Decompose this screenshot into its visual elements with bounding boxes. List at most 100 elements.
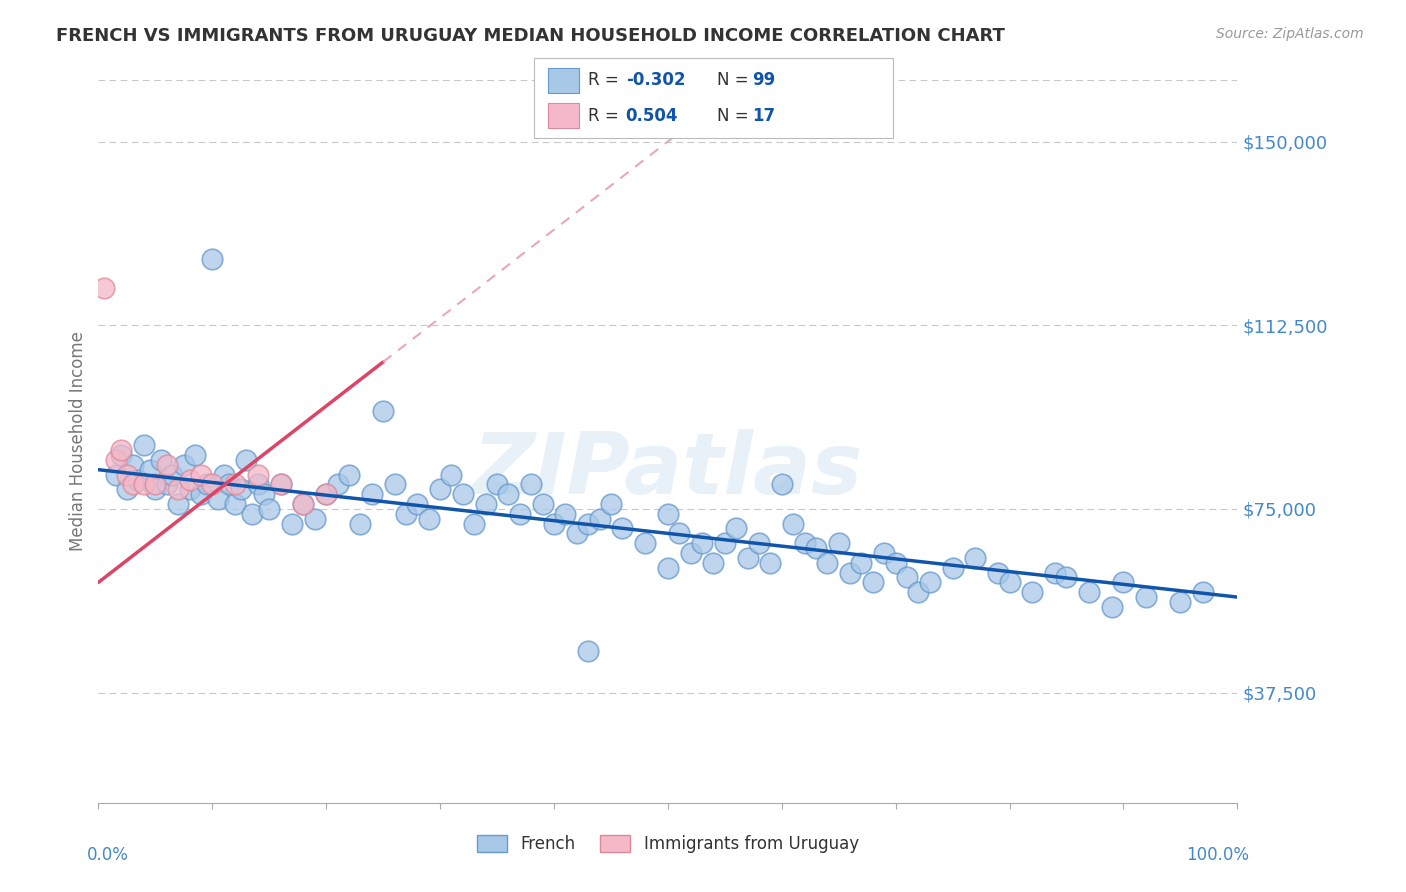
Point (600, 497, 623, 511)
Point (104, 453, 127, 467)
Text: N =: N = (717, 71, 754, 89)
Point (138, 463, 160, 477)
Point (145, 477, 167, 491)
Point (907, 585, 929, 599)
Text: Source: ZipAtlas.com: Source: ZipAtlas.com (1216, 27, 1364, 41)
Text: -0.302: -0.302 (626, 71, 685, 89)
Point (657, 560, 679, 574)
Point (634, 536, 657, 550)
Point (576, 644, 599, 658)
Text: ZIPatlas: ZIPatlas (472, 429, 863, 512)
Text: R =: R = (588, 71, 624, 89)
Point (326, 477, 349, 491)
Point (851, 556, 873, 570)
Point (1112, 575, 1135, 590)
Point (1078, 585, 1101, 599)
Point (201, 477, 224, 491)
Point (246, 467, 269, 482)
Point (292, 497, 315, 511)
Point (115, 467, 138, 482)
Point (259, 502, 281, 516)
Point (463, 516, 485, 531)
Point (235, 453, 257, 467)
Point (498, 487, 520, 501)
Text: R =: R = (588, 107, 624, 125)
Point (270, 477, 292, 491)
Point (371, 404, 394, 418)
Point (520, 477, 543, 491)
Point (531, 497, 554, 511)
Point (1135, 590, 1157, 604)
Point (384, 477, 406, 491)
Legend: French, Immigrants from Uruguay: French, Immigrants from Uruguay (470, 828, 866, 860)
Point (1056, 570, 1078, 584)
Point (770, 477, 793, 491)
Point (554, 507, 576, 521)
Text: 0.504: 0.504 (626, 107, 678, 125)
Point (509, 507, 531, 521)
Point (862, 575, 884, 590)
Point (110, 443, 132, 458)
Point (429, 483, 451, 497)
Point (184, 448, 207, 462)
Point (212, 467, 235, 482)
Point (576, 516, 599, 531)
Point (942, 560, 965, 574)
Point (121, 477, 143, 491)
Point (1192, 585, 1215, 599)
Point (218, 477, 240, 491)
Point (1043, 566, 1066, 580)
Y-axis label: Median Household Income: Median Household Income (69, 332, 87, 551)
Point (360, 487, 382, 501)
Point (612, 521, 634, 535)
Point (195, 477, 218, 491)
Point (132, 438, 155, 452)
Point (229, 483, 252, 497)
Point (201, 252, 224, 266)
Point (207, 492, 229, 507)
Point (714, 536, 737, 550)
Point (668, 526, 690, 541)
Point (132, 477, 155, 491)
Point (150, 453, 173, 467)
Point (281, 516, 304, 531)
Point (190, 467, 212, 482)
Point (246, 477, 269, 491)
Text: 99: 99 (752, 71, 776, 89)
Point (474, 497, 496, 511)
Point (1021, 585, 1043, 599)
Point (337, 467, 360, 482)
Text: 100.0%: 100.0% (1185, 847, 1249, 864)
Point (543, 516, 565, 531)
Point (115, 483, 138, 497)
Point (828, 536, 851, 550)
Point (873, 546, 896, 560)
Point (588, 511, 610, 525)
Point (839, 566, 862, 580)
Point (451, 487, 474, 501)
Point (292, 497, 315, 511)
Point (224, 497, 246, 511)
Point (93, 281, 115, 295)
Point (782, 516, 804, 531)
Point (1101, 599, 1123, 614)
Text: FRENCH VS IMMIGRANTS FROM URUGUAY MEDIAN HOUSEHOLD INCOME CORRELATION CHART: FRENCH VS IMMIGRANTS FROM URUGUAY MEDIAN… (56, 27, 1005, 45)
Point (156, 458, 179, 472)
Point (349, 516, 371, 531)
Point (793, 536, 815, 550)
Point (162, 467, 184, 482)
Point (965, 550, 987, 565)
Point (987, 566, 1010, 580)
Point (406, 497, 429, 511)
Point (167, 497, 190, 511)
Point (884, 556, 907, 570)
Point (690, 536, 713, 550)
Point (815, 556, 838, 570)
Point (998, 575, 1021, 590)
Point (145, 483, 167, 497)
Point (737, 550, 759, 565)
Point (702, 556, 724, 570)
Point (104, 467, 127, 482)
Point (121, 458, 143, 472)
Point (486, 477, 509, 491)
